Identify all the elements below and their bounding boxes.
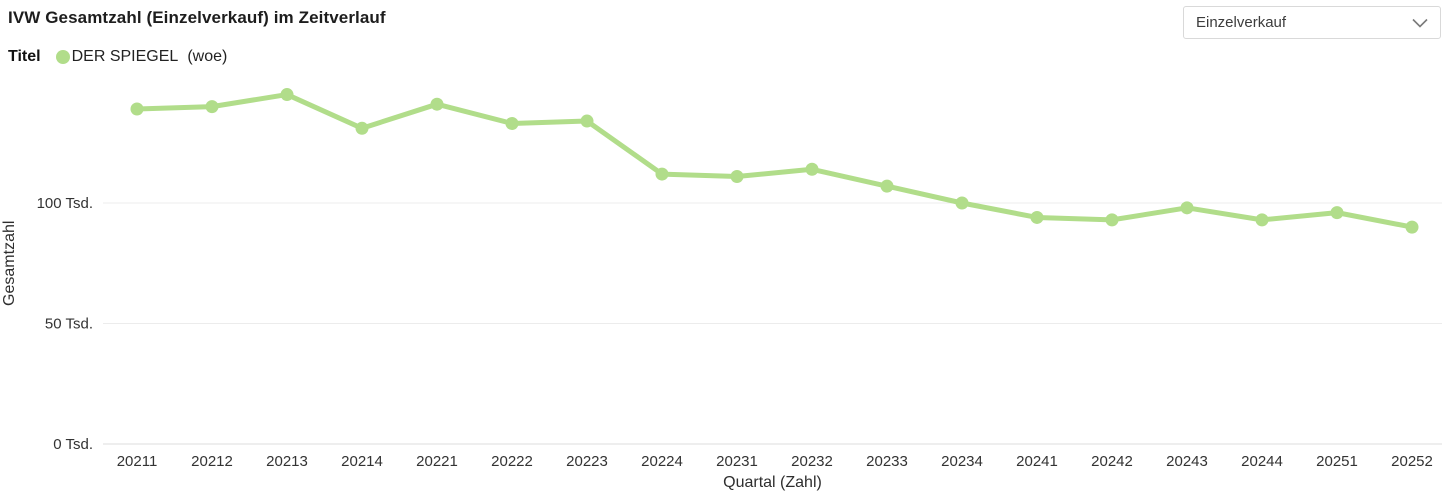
x-tick-label: 20223 xyxy=(566,453,608,470)
x-tick-label: 20214 xyxy=(341,453,383,470)
data-point[interactable] xyxy=(505,116,519,130)
data-point[interactable] xyxy=(880,179,894,193)
x-tick-label: 20251 xyxy=(1316,453,1358,470)
x-tick-label: 20252 xyxy=(1391,453,1433,470)
page-title: IVW Gesamtzahl (Einzelverkauf) im Zeitve… xyxy=(8,8,386,27)
data-point[interactable] xyxy=(355,121,369,135)
x-tick-label: 20222 xyxy=(491,453,533,470)
data-point[interactable] xyxy=(1330,206,1344,220)
legend: Titel DER SPIEGEL (woe) xyxy=(8,47,227,66)
data-point[interactable] xyxy=(430,97,444,111)
x-tick-label: 20231 xyxy=(716,453,758,470)
legend-item-der-spiegel[interactable]: DER SPIEGEL (woe) xyxy=(55,47,228,66)
x-tick-label: 20213 xyxy=(266,453,308,470)
data-point[interactable] xyxy=(1030,210,1044,224)
x-tick-label: 20241 xyxy=(1016,453,1058,470)
data-point[interactable] xyxy=(730,169,744,183)
x-tick-label: 20243 xyxy=(1166,453,1208,470)
series-marker-icon xyxy=(55,49,70,64)
x-tick-label: 20233 xyxy=(866,453,908,470)
x-tick-label: 20232 xyxy=(791,453,833,470)
data-point[interactable] xyxy=(205,100,219,114)
metric-dropdown[interactable]: Einzelverkauf xyxy=(1183,6,1441,39)
x-tick-label: 20212 xyxy=(191,453,233,470)
data-point[interactable] xyxy=(1405,220,1419,234)
data-point[interactable] xyxy=(955,196,969,210)
metric-dropdown-value: Einzelverkauf xyxy=(1196,14,1287,31)
y-tick-label: 50 Tsd. xyxy=(45,316,93,333)
x-tick-label: 20221 xyxy=(416,453,458,470)
x-tick-label: 20234 xyxy=(941,453,983,470)
series-name: DER SPIEGEL xyxy=(71,47,179,65)
y-tick-label: 100 Tsd. xyxy=(37,195,93,212)
chevron-down-icon xyxy=(1412,18,1428,28)
x-tick-label: 20244 xyxy=(1241,453,1283,470)
data-point[interactable] xyxy=(655,167,669,181)
x-tick-label: 20224 xyxy=(641,453,683,470)
x-tick-label: 20242 xyxy=(1091,453,1133,470)
series-suffix: (woe) xyxy=(187,47,228,65)
x-tick-label: 20211 xyxy=(117,453,158,470)
x-axis-title: Quartal (Zahl) xyxy=(723,474,822,491)
data-point[interactable] xyxy=(130,102,144,116)
series-line xyxy=(134,92,1415,230)
data-point[interactable] xyxy=(1105,213,1119,227)
y-tick-label: 0 Tsd. xyxy=(53,436,93,453)
data-point[interactable] xyxy=(280,88,294,102)
data-point[interactable] xyxy=(805,162,819,176)
y-axis-title: Gesamtzahl xyxy=(1,221,18,306)
legend-title: Titel xyxy=(8,47,41,65)
data-point[interactable] xyxy=(1180,201,1194,215)
data-point[interactable] xyxy=(580,114,594,128)
data-point[interactable] xyxy=(1255,213,1269,227)
